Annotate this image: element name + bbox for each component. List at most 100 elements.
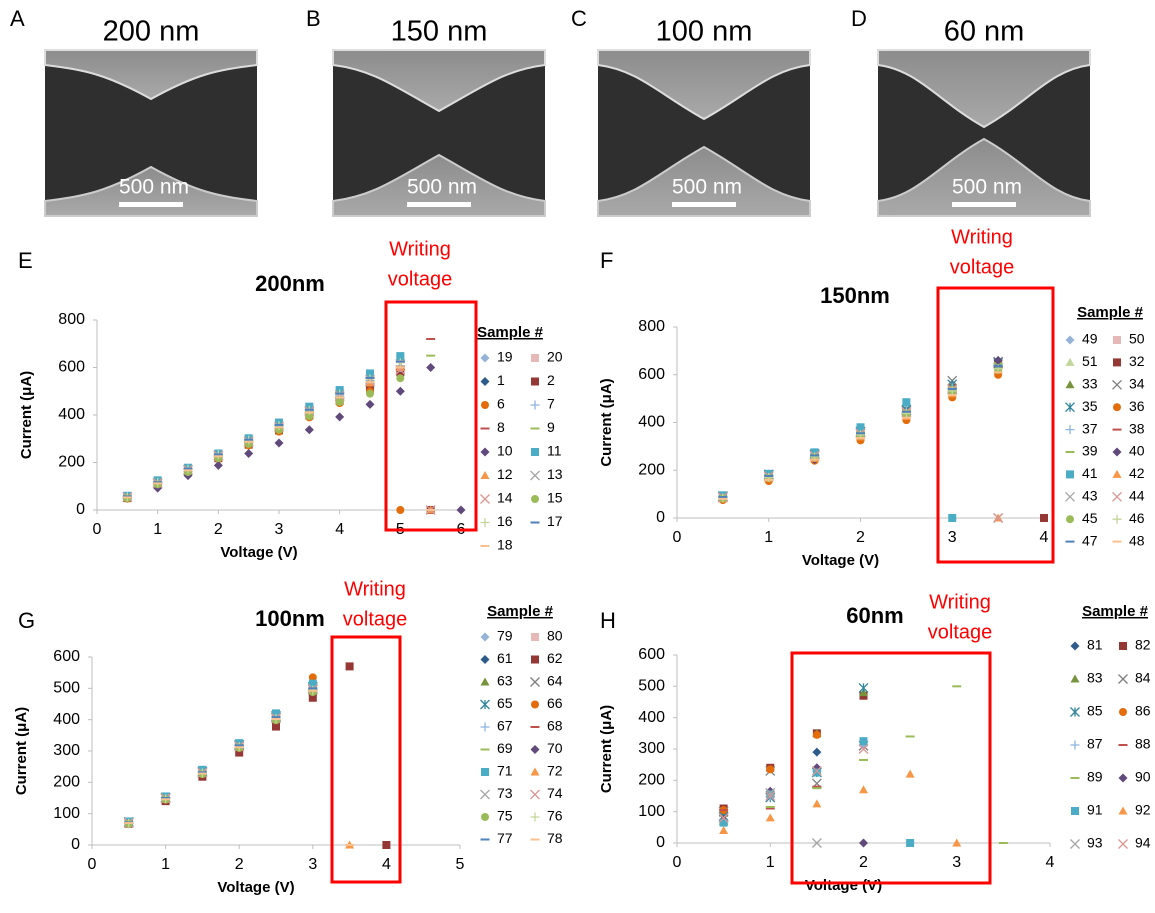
x-tick-label: 0	[93, 521, 102, 538]
legend-label: 73	[497, 785, 513, 801]
y-tick-label: 0	[656, 834, 665, 851]
legend-label: 45	[1082, 510, 1098, 526]
legend-label: 14	[497, 490, 513, 506]
marker	[810, 448, 819, 457]
legend-marker	[530, 745, 540, 754]
x-axis-label: Voltage (V)	[802, 552, 879, 569]
marker	[244, 448, 254, 458]
legend-marker	[481, 768, 489, 776]
sem-electrode	[44, 165, 258, 217]
legend-title: Sample #	[1077, 304, 1144, 321]
legend-marker	[530, 789, 540, 800]
marker	[308, 693, 317, 702]
x-tick-label: 2	[859, 854, 868, 871]
annotation: voltage	[388, 268, 453, 290]
marker	[274, 438, 284, 448]
legend-marker	[480, 677, 490, 686]
legend-label: 37	[1082, 420, 1098, 436]
x-tick-label: 1	[764, 529, 773, 546]
marker	[396, 374, 405, 383]
legend-label: 34	[1129, 376, 1145, 392]
sem-electrode	[332, 153, 546, 217]
marker	[235, 748, 244, 757]
legend-marker	[1065, 357, 1075, 366]
marker	[812, 747, 822, 757]
panel-letter: H	[600, 608, 616, 633]
legend-label: 9	[547, 419, 555, 435]
marker	[718, 812, 729, 823]
marker	[304, 425, 314, 435]
marker	[859, 785, 868, 794]
x-tick-label: 2	[856, 529, 865, 546]
legend-label: 33	[1082, 376, 1098, 392]
legend-label: 35	[1082, 398, 1098, 414]
y-tick-label: 600	[638, 366, 665, 383]
marker	[382, 841, 391, 849]
legend-label: 76	[547, 808, 563, 824]
legend-marker	[531, 700, 539, 709]
scale-bar-label: 500 nm	[952, 176, 1022, 199]
marker	[952, 838, 962, 847]
y-tick-label: 300	[53, 742, 80, 759]
annotation: Writing	[389, 238, 451, 260]
x-tick-label: 5	[456, 856, 465, 873]
marker	[811, 765, 822, 776]
legend-marker	[531, 448, 539, 456]
marker	[811, 838, 822, 848]
legend-label: 20	[547, 349, 563, 365]
legend-title: Sample #	[477, 324, 544, 341]
legend-marker	[1119, 708, 1127, 716]
legend-marker	[1065, 425, 1075, 435]
legend-label: 12	[497, 466, 513, 482]
legend-marker	[1065, 335, 1075, 345]
legend-label: 13	[547, 466, 563, 482]
marker	[335, 412, 345, 422]
marker	[905, 769, 915, 778]
legend-marker	[1118, 806, 1128, 815]
y-tick-label: 200	[638, 772, 665, 789]
legend-label: 70	[547, 740, 563, 756]
x-tick-label: 4	[382, 856, 391, 873]
chart-title: 200nm	[255, 271, 325, 296]
marker	[396, 368, 405, 377]
highlight-box	[936, 286, 1055, 564]
legend-marker	[480, 494, 490, 504]
legend-label: 40	[1129, 443, 1145, 459]
legend-marker	[531, 377, 539, 386]
legend-label: 11	[547, 443, 562, 459]
legend-label: 51	[1082, 353, 1098, 369]
legend-label: 16	[497, 513, 513, 529]
marker	[719, 825, 729, 834]
legend-marker	[1112, 491, 1122, 502]
legend-marker	[480, 699, 490, 710]
legend-label: 80	[547, 628, 563, 644]
legend-marker	[1113, 358, 1121, 367]
y-axis-label: Current (μA)	[18, 371, 35, 459]
legend-marker	[480, 471, 490, 479]
legend-label: 85	[1087, 703, 1103, 719]
y-axis-label: Current (μA)	[598, 378, 615, 466]
legend-marker	[1112, 379, 1122, 390]
legend-label: 65	[497, 695, 513, 711]
annotation: voltage	[950, 256, 1015, 278]
x-tick-label: 2	[214, 521, 223, 538]
y-axis-label: Current (μA)	[598, 705, 615, 793]
marker	[993, 513, 1004, 523]
legend-label: 32	[1129, 353, 1145, 369]
legend-marker	[1065, 402, 1075, 413]
legend-marker	[1070, 674, 1080, 683]
legend-label: 94	[1135, 835, 1151, 851]
marker	[859, 737, 868, 746]
x-axis-label: Voltage (V)	[220, 544, 297, 561]
legend-label: 1	[497, 372, 505, 388]
y-tick-label: 600	[53, 648, 80, 665]
legend-label: 8	[497, 419, 505, 435]
panel-letter: G	[18, 608, 35, 633]
marker	[858, 682, 869, 693]
legend-label: 62	[547, 650, 563, 666]
annotation: Writing	[929, 591, 991, 613]
image-label: 200 nm	[103, 16, 200, 48]
legend-marker	[1070, 839, 1080, 849]
legend-label: 92	[1135, 802, 1151, 818]
